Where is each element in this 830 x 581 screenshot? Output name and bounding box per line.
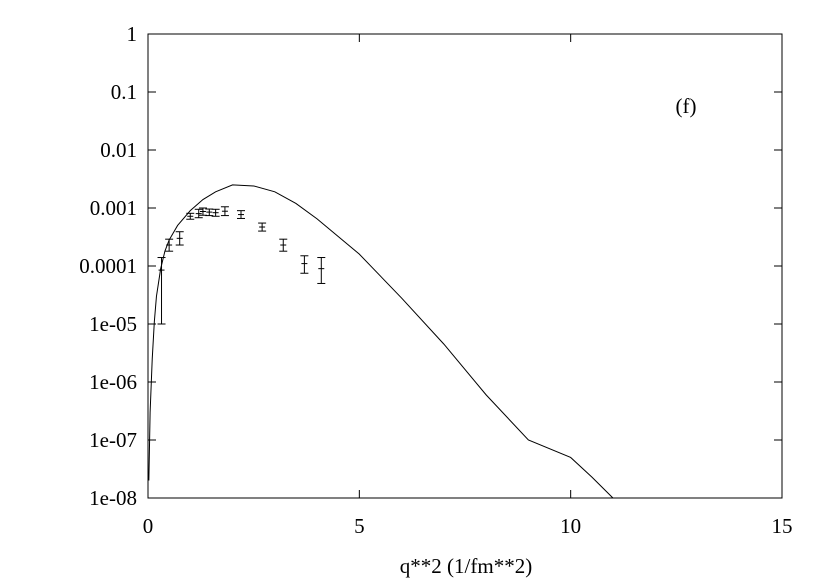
x-tick-labels: 0 5 10 15 xyxy=(143,514,793,538)
data-point xyxy=(198,207,207,216)
y-tick-label: 1e-08 xyxy=(89,486,137,510)
y-tick-label: 1e-06 xyxy=(89,370,137,394)
y-tick-labels: 1e-08 1e-07 1e-06 1e-05 0.0001 0.001 0.01 0.1 1 xyxy=(79,22,137,510)
data-point xyxy=(186,212,195,220)
y-tick-label: 1 xyxy=(127,22,138,46)
x-axis-label: q**2 (1/fm**2) xyxy=(400,554,532,578)
data-point xyxy=(194,208,203,219)
model-curve xyxy=(148,184,614,499)
y-tick-label: 0.001 xyxy=(90,196,137,220)
data-point xyxy=(258,222,267,232)
data-point xyxy=(279,238,288,252)
y-tick-label: 1e-07 xyxy=(89,428,137,452)
data-point xyxy=(220,206,229,217)
data-point xyxy=(236,210,245,219)
x-tick-label: 5 xyxy=(354,514,365,538)
y-tick-label: 0.0001 xyxy=(79,254,137,278)
data-point xyxy=(205,208,214,217)
data-point xyxy=(157,257,166,325)
x-tick-label: 0 xyxy=(143,514,154,538)
data-point xyxy=(211,208,220,217)
y-tick-label: 0.01 xyxy=(100,138,137,162)
data-point xyxy=(165,238,174,252)
data-point xyxy=(175,231,184,246)
y-tick-label: 0.1 xyxy=(111,80,137,104)
panel-annotation: (f) xyxy=(676,94,697,118)
x-tick-label: 15 xyxy=(772,514,793,538)
y-tick-label: 1e-05 xyxy=(89,312,137,336)
data-point xyxy=(317,257,326,284)
ticks-layer xyxy=(147,33,783,499)
x-tick-label: 10 xyxy=(560,514,581,538)
data-point xyxy=(300,255,309,274)
errorbars-layer xyxy=(157,206,326,325)
